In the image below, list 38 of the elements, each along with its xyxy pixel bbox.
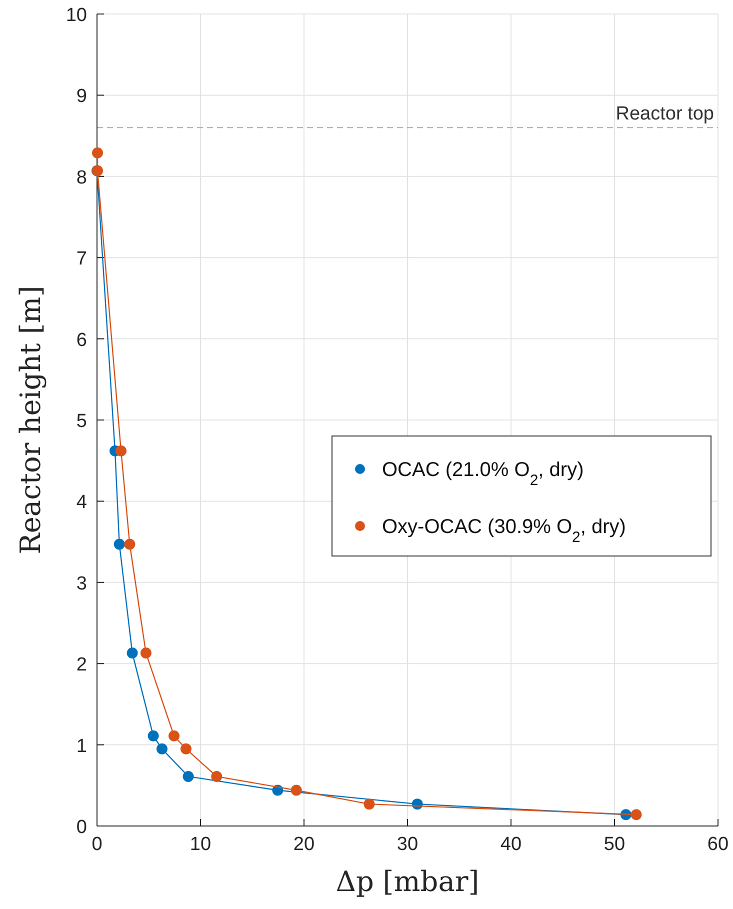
x-axis-title: Δp [mbar] xyxy=(336,865,480,898)
y-tick-label: 10 xyxy=(66,5,87,26)
x-tick-label: 50 xyxy=(604,834,626,855)
y-tick-label: 0 xyxy=(76,817,87,838)
y-tick-label: 8 xyxy=(76,167,87,188)
point xyxy=(148,730,159,742)
point xyxy=(182,770,194,782)
y-tick-label: 7 xyxy=(76,248,87,270)
point xyxy=(364,798,375,810)
point xyxy=(126,648,138,659)
y-tick-label: 1 xyxy=(76,736,87,757)
legend-label: Oxy-OCAC (30.9% O$_{2}$, dry) xyxy=(382,516,626,546)
ref-line-label: Reactor top xyxy=(616,104,714,125)
y-tick-label: 6 xyxy=(76,330,87,351)
x-tick-label: 10 xyxy=(190,834,212,855)
legend-label: OCAC (21.0% O$_{2}$, dry) xyxy=(382,459,584,488)
x-tick-label: 0 xyxy=(92,834,102,855)
y-tick-label: 5 xyxy=(76,411,87,432)
point xyxy=(140,648,152,659)
y-tick-label: 3 xyxy=(76,573,87,594)
point xyxy=(630,809,642,820)
point xyxy=(114,538,125,550)
point xyxy=(116,445,127,456)
x-tick-label: 60 xyxy=(707,834,729,855)
point xyxy=(124,538,136,550)
point xyxy=(180,743,192,754)
x-tick-label: 30 xyxy=(396,834,418,855)
point xyxy=(211,770,222,782)
y-tick-label: 4 xyxy=(76,492,88,514)
y-tick-label: 2 xyxy=(76,654,87,676)
y-axis-title: Reactor height [m] xyxy=(14,286,47,554)
point xyxy=(290,784,302,796)
point xyxy=(92,147,104,158)
x-tick-label: 40 xyxy=(500,834,522,855)
point xyxy=(168,730,180,742)
x-tick-label: 20 xyxy=(293,834,315,855)
point xyxy=(156,743,168,754)
y-tick-label: 9 xyxy=(76,86,87,108)
